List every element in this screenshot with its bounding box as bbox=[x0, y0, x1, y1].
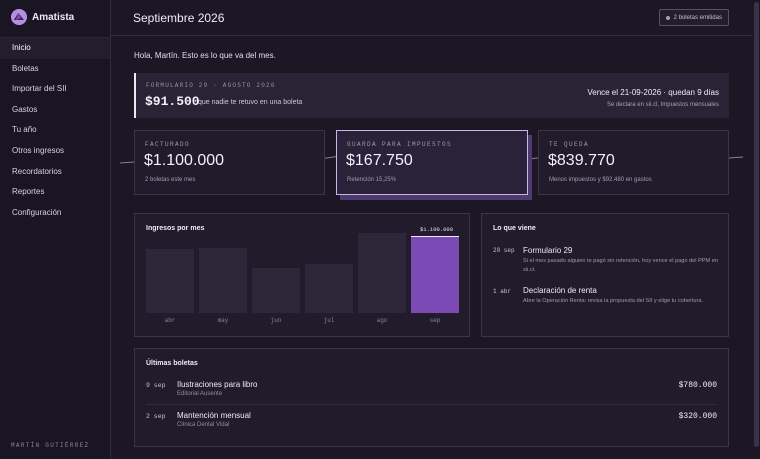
stat-value: $167.750 bbox=[346, 152, 413, 169]
income-chart-panel: Ingresos por mes $1.100.000 abr may jun jul… bbox=[134, 213, 470, 337]
chart-bar-jun[interactable] bbox=[252, 268, 300, 313]
chart-title: Ingresos por mes bbox=[146, 225, 205, 232]
row-date: 2 sep bbox=[146, 413, 166, 420]
upcoming-date: 1 abr bbox=[493, 288, 512, 295]
recent-invoices-panel: Últimas boletas 9 sep Ilustraciones para… bbox=[134, 348, 729, 447]
user-name[interactable]: MARTÍN GUTIÉRREZ bbox=[11, 442, 90, 449]
main-content: Septiembre 2026 2 boletas emitidas Hola,… bbox=[111, 0, 760, 459]
chart-bar-may[interactable] bbox=[199, 248, 247, 313]
sidebar-item-importar-sii[interactable]: Importar del SII bbox=[12, 84, 67, 94]
row-title: Mantención mensual bbox=[177, 411, 251, 420]
status-dot-icon bbox=[665, 15, 670, 20]
scrollbar[interactable] bbox=[753, 0, 760, 459]
sidebar-nav: Inicio Boletas Importar del SII Gastos T… bbox=[0, 37, 110, 223]
sidebar-item-gastos[interactable]: Gastos bbox=[12, 104, 38, 114]
top-bar: Septiembre 2026 2 boletas emitidas bbox=[111, 0, 760, 36]
chart-tick-label: sep bbox=[429, 317, 441, 324]
stat-kicker: GUARDA PARA IMPUESTOS bbox=[347, 141, 453, 148]
upcoming-item-title[interactable]: Declaración de renta bbox=[523, 286, 597, 295]
sidebar-item-inicio[interactable]: Inicio bbox=[0, 38, 110, 59]
chart-tick-label: jun bbox=[270, 317, 282, 324]
upcoming-item-desc: Si el mes pasado alguien te pagó sin ret… bbox=[523, 258, 718, 273]
row-title: Ilustraciones para libro bbox=[177, 380, 258, 389]
row-divider bbox=[146, 404, 717, 405]
sidebar: Amatista Inicio Boletas Importar del SII… bbox=[0, 0, 111, 459]
brand[interactable]: Amatista bbox=[11, 9, 74, 25]
card-connector bbox=[728, 156, 744, 159]
upcoming-title: Lo que viene bbox=[493, 225, 536, 232]
stat-value: $839.770 bbox=[548, 152, 615, 169]
row-amount: $320.000 bbox=[678, 412, 717, 421]
sidebar-item-configuracion[interactable]: Configuración bbox=[12, 207, 62, 217]
amethyst-gem-icon bbox=[11, 9, 27, 25]
recent-title: Últimas boletas bbox=[146, 360, 198, 367]
stat-value: $1.100.000 bbox=[144, 152, 225, 169]
sidebar-item-reportes[interactable]: Reportes bbox=[12, 187, 45, 197]
app-name: Amatista bbox=[32, 11, 75, 23]
stat-kicker: TE QUEDA bbox=[549, 141, 590, 148]
stat-card-te-queda[interactable]: TE QUEDA $839.770 Menos impuestos y $92.… bbox=[538, 130, 729, 195]
emitted-badge-label: 2 boletas emitidas bbox=[673, 14, 722, 21]
sidebar-item-boletas[interactable]: Boletas bbox=[12, 63, 39, 73]
chart-tick-label: abr bbox=[164, 317, 176, 324]
greeting: Hola, Martín. Esto es lo que va del mes. bbox=[134, 51, 276, 60]
stat-note: Menos impuestos y $92.480 en gastos bbox=[549, 177, 652, 183]
emitted-badge[interactable]: 2 boletas emitidas bbox=[658, 9, 729, 26]
bar-data-label: $1.100.000 bbox=[420, 226, 454, 233]
chart-bar-sep[interactable] bbox=[411, 236, 459, 313]
chart-bar-abr[interactable] bbox=[146, 249, 194, 313]
chart-tick-label: ago bbox=[376, 317, 388, 324]
banner-kicker: FORMULARIO 29 · AGOSTO 2026 bbox=[146, 82, 276, 89]
upcoming-panel: Lo que viene 20 sep Formulario 29 Si el … bbox=[481, 213, 729, 337]
card-connector bbox=[119, 161, 135, 164]
upcoming-item-desc: Abre la Operación Renta: revisa la propu… bbox=[523, 298, 704, 304]
row-date: 9 sep bbox=[146, 382, 166, 389]
sidebar-item-otros-ingresos[interactable]: Otros ingresos bbox=[12, 145, 65, 155]
chart-bar-top-line bbox=[411, 236, 459, 237]
chart-bar-jul[interactable] bbox=[305, 264, 353, 313]
upcoming-date: 20 sep bbox=[493, 247, 515, 254]
scrollbar-thumb[interactable] bbox=[754, 2, 759, 447]
banner-note: que nadie te retuvo en una boleta bbox=[198, 99, 303, 106]
banner-amount: $91.500 bbox=[145, 94, 200, 109]
stat-note: Retención 15,25% bbox=[347, 177, 397, 183]
banner-subtext: Se declara en sii.cl, Impuestos mensuale… bbox=[606, 102, 719, 108]
upcoming-item-title[interactable]: Formulario 29 bbox=[523, 246, 573, 255]
stat-card-impuestos[interactable]: GUARDA PARA IMPUESTOS $167.750 Retención… bbox=[336, 130, 528, 195]
stat-note: 2 boletas este mes bbox=[145, 177, 196, 183]
sidebar-item-recordatorios[interactable]: Recordatorios bbox=[12, 166, 62, 176]
stat-card-facturado[interactable]: FACTURADO $1.100.000 2 boletas este mes bbox=[134, 130, 325, 195]
row-client: Editorial Ausente bbox=[177, 391, 223, 397]
chart-bar-ago[interactable] bbox=[358, 233, 406, 313]
page-title: Septiembre 2026 bbox=[133, 11, 225, 25]
row-amount: $780.000 bbox=[678, 381, 717, 390]
row-client: Clínica Dental Vidal bbox=[177, 422, 230, 428]
chart-tick-label: may bbox=[217, 317, 229, 324]
f29-banner: FORMULARIO 29 · AGOSTO 2026 $91.500 que … bbox=[134, 73, 729, 118]
stat-kicker: FACTURADO bbox=[145, 141, 191, 148]
chart-tick-label: jul bbox=[323, 317, 335, 324]
card-connector bbox=[323, 156, 337, 159]
sidebar-item-tu-ano[interactable]: Tu año bbox=[12, 125, 37, 135]
banner-due-date: Vence el 21-09-2026 · quedan 9 días bbox=[587, 88, 719, 97]
